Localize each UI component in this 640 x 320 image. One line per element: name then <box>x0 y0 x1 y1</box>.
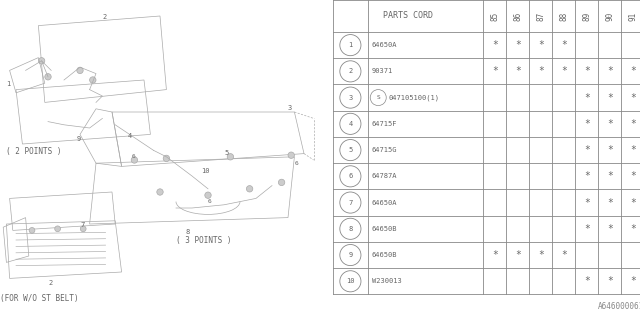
Text: *: * <box>515 66 521 76</box>
Circle shape <box>81 226 86 232</box>
Text: *: * <box>630 224 636 234</box>
Circle shape <box>278 179 285 186</box>
Text: 2: 2 <box>348 68 353 74</box>
Text: *: * <box>630 276 636 286</box>
Text: 6: 6 <box>294 161 298 166</box>
Text: 7: 7 <box>348 200 353 205</box>
Text: *: * <box>515 250 521 260</box>
Text: *: * <box>630 66 636 76</box>
Circle shape <box>163 155 170 162</box>
Text: 89: 89 <box>582 12 591 20</box>
Text: 6: 6 <box>208 199 212 204</box>
Text: 90371: 90371 <box>372 68 393 74</box>
Text: *: * <box>538 250 544 260</box>
Text: 3: 3 <box>348 95 353 100</box>
Text: 3: 3 <box>288 105 292 111</box>
Text: 64650B: 64650B <box>372 252 397 258</box>
Text: ( 2 POINTS ): ( 2 POINTS ) <box>6 147 62 156</box>
Text: *: * <box>492 66 498 76</box>
Circle shape <box>77 67 83 74</box>
Text: 10: 10 <box>346 278 355 284</box>
Text: *: * <box>607 92 613 103</box>
Text: *: * <box>607 119 613 129</box>
Circle shape <box>55 226 61 232</box>
Circle shape <box>90 77 96 83</box>
Text: (FOR W/O ST BELT): (FOR W/O ST BELT) <box>0 294 79 303</box>
Text: *: * <box>630 197 636 208</box>
Text: 6: 6 <box>131 155 135 159</box>
Text: 4: 4 <box>348 121 353 127</box>
Text: 8: 8 <box>348 226 353 232</box>
Text: 87: 87 <box>536 12 545 20</box>
Circle shape <box>205 192 211 198</box>
Circle shape <box>29 228 35 233</box>
Circle shape <box>288 152 294 158</box>
Text: 7: 7 <box>80 222 84 228</box>
Text: 91: 91 <box>628 12 637 20</box>
Text: *: * <box>584 145 590 155</box>
Text: *: * <box>492 40 498 50</box>
Text: 64650B: 64650B <box>372 226 397 232</box>
Circle shape <box>38 58 45 64</box>
Text: *: * <box>584 119 590 129</box>
Text: *: * <box>607 276 613 286</box>
Text: *: * <box>607 197 613 208</box>
Text: 64650A: 64650A <box>372 200 397 205</box>
Text: *: * <box>607 224 613 234</box>
Text: PARTS CORD: PARTS CORD <box>383 12 433 20</box>
Text: 88: 88 <box>559 12 568 20</box>
Text: 64787A: 64787A <box>372 173 397 179</box>
Text: *: * <box>630 171 636 181</box>
Text: 85: 85 <box>490 12 499 20</box>
Text: 4: 4 <box>128 132 132 139</box>
Text: S: S <box>376 95 380 100</box>
Text: 2: 2 <box>48 280 52 286</box>
Text: *: * <box>492 250 498 260</box>
Text: 6: 6 <box>348 173 353 179</box>
Text: 64650A: 64650A <box>372 42 397 48</box>
Circle shape <box>246 186 253 192</box>
Text: W230013: W230013 <box>372 278 401 284</box>
Text: 1: 1 <box>6 81 11 87</box>
Text: *: * <box>561 250 567 260</box>
Text: 5: 5 <box>348 147 353 153</box>
Text: 9: 9 <box>348 252 353 258</box>
Text: *: * <box>607 145 613 155</box>
Text: 90: 90 <box>605 12 614 20</box>
Text: *: * <box>584 171 590 181</box>
Text: 64715F: 64715F <box>372 121 397 127</box>
Text: 047105100(1): 047105100(1) <box>389 94 440 101</box>
Text: *: * <box>630 145 636 155</box>
Circle shape <box>157 189 163 195</box>
Text: *: * <box>538 66 544 76</box>
Text: 86: 86 <box>513 12 522 20</box>
Text: 2: 2 <box>102 14 107 20</box>
Text: 8: 8 <box>186 228 190 235</box>
Text: *: * <box>607 66 613 76</box>
Text: *: * <box>515 40 521 50</box>
Text: 9: 9 <box>77 136 81 142</box>
Text: 5: 5 <box>224 150 228 156</box>
Text: *: * <box>607 171 613 181</box>
Text: *: * <box>538 40 544 50</box>
Text: 1: 1 <box>348 42 353 48</box>
Text: *: * <box>630 92 636 103</box>
Text: *: * <box>584 66 590 76</box>
Text: *: * <box>584 197 590 208</box>
Text: 10: 10 <box>202 168 210 174</box>
Text: *: * <box>561 66 567 76</box>
Circle shape <box>131 157 138 163</box>
Circle shape <box>45 74 51 80</box>
Text: *: * <box>630 119 636 129</box>
Text: *: * <box>561 40 567 50</box>
Text: 64715G: 64715G <box>372 147 397 153</box>
Text: *: * <box>584 92 590 103</box>
Text: *: * <box>584 224 590 234</box>
Text: A646000061: A646000061 <box>598 302 640 311</box>
Text: ( 3 POINTS ): ( 3 POINTS ) <box>176 236 232 245</box>
Circle shape <box>227 154 234 160</box>
Text: *: * <box>584 276 590 286</box>
